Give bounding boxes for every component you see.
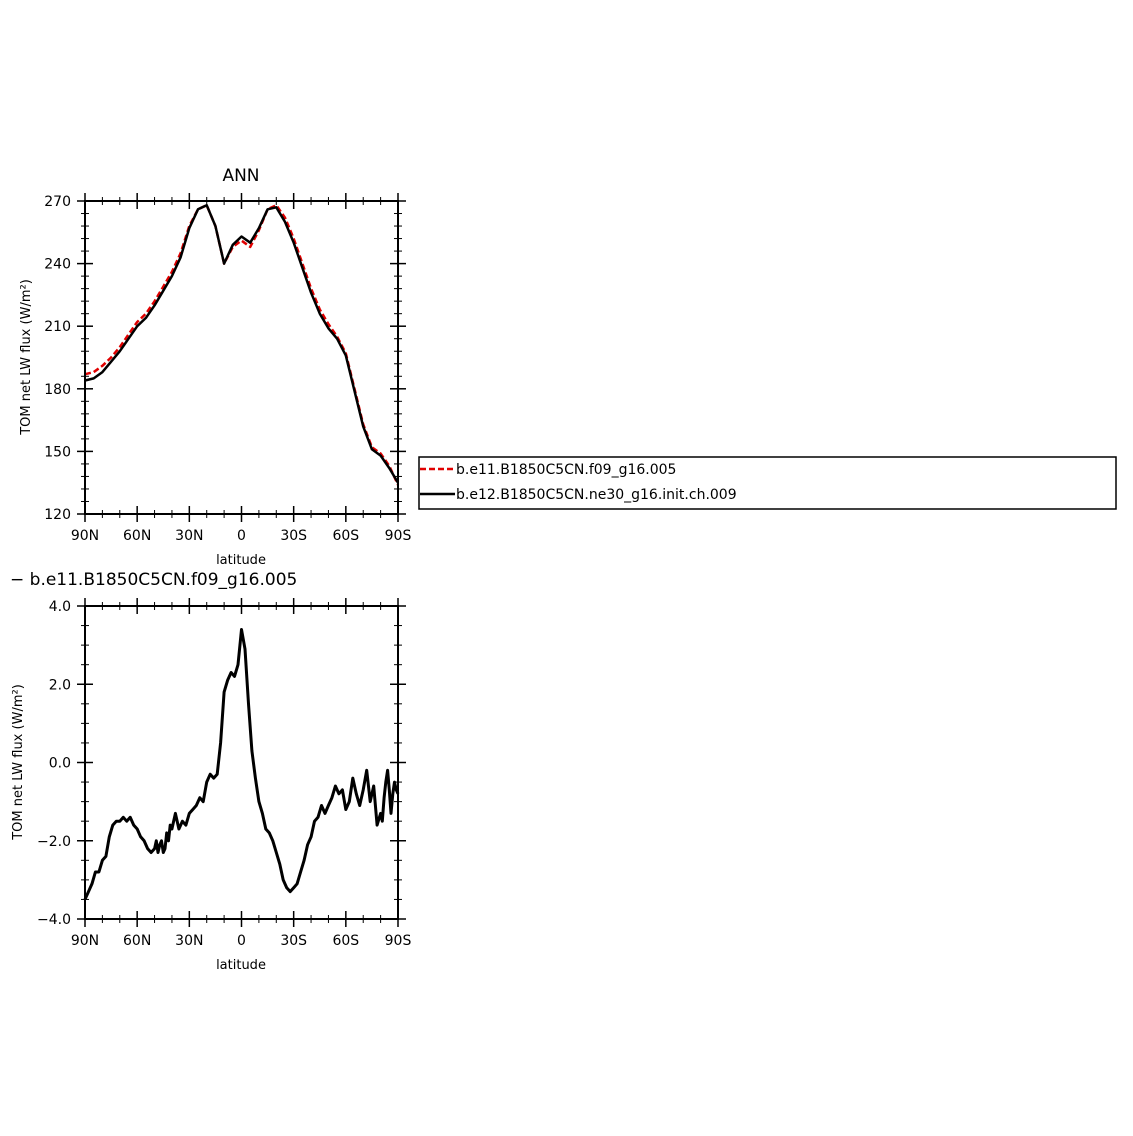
top-y-axis-label: TOM net LW flux (W/m²)	[19, 279, 34, 436]
top-panel-title: ANN	[222, 166, 259, 186]
top-series-lines	[84, 203, 400, 486]
top-x-tick-label: 30N	[175, 528, 203, 544]
panel-top: ANN 90N 60N 30N 0 30S 60S 90S 120 150 180 210 240 27…	[19, 166, 411, 568]
bottom-x-tick-label: 90N	[71, 933, 99, 949]
bottom-x-tick-label: 30S	[280, 933, 307, 949]
top-series-line-0	[84, 203, 400, 486]
top-x-tick-label: 0	[237, 528, 246, 544]
bottom-x-tick-label: 90S	[385, 933, 412, 949]
top-y-tick-label: 210	[44, 319, 71, 335]
top-series-line-1	[84, 203, 400, 484]
bottom-y-tick-label: 4.0	[49, 599, 71, 615]
top-plot-frame	[84, 200, 399, 515]
bottom-plot-frame	[84, 605, 399, 920]
top-axis-ticks: 90N 60N 30N 0 30S 60S 90S 120 150 180 210 240 270	[44, 193, 411, 544]
bottom-series-line-0	[83, 628, 400, 901]
top-x-tick-label: 90S	[385, 528, 412, 544]
bottom-x-tick-label: 30N	[175, 933, 203, 949]
bottom-x-axis-label: latitude	[216, 958, 266, 973]
top-x-tick-label: 60S	[332, 528, 359, 544]
bottom-y-axis-label: TOM net LW flux (W/m²)	[11, 684, 26, 841]
panel-bottom: − b.e11.B1850C5CN.f09_g16.005 90N 60N 30N 0…	[10, 570, 411, 973]
bottom-y-tick-label: −2.0	[37, 834, 71, 850]
top-y-tick-label: 270	[44, 194, 71, 210]
bottom-y-tick-label: −4.0	[37, 912, 71, 928]
bottom-x-tick-label: 60S	[332, 933, 359, 949]
bottom-axis-ticks: 90N 60N 30N 0 30S 60S 90S −4.0 −2.0 0.0 2.0 4.0	[37, 598, 411, 949]
top-x-tick-label: 30S	[280, 528, 307, 544]
top-y-tick-label: 180	[44, 382, 71, 398]
top-y-tick-label: 240	[44, 257, 71, 273]
top-x-axis-label: latitude	[216, 553, 266, 568]
bottom-y-tick-label: 0.0	[49, 756, 71, 772]
legend-box	[418, 456, 1117, 510]
top-y-tick-label: 120	[44, 507, 71, 523]
legend-label-1: b.e12.B1850C5CN.ne30_g16.init.ch.009	[456, 487, 737, 503]
bottom-y-tick-label: 2.0	[49, 677, 71, 693]
top-x-tick-label: 90N	[71, 528, 99, 544]
legend-label-0: b.e11.B1850C5CN.f09_g16.005	[456, 462, 676, 478]
top-x-tick-label: 60N	[123, 528, 151, 544]
bottom-panel-title: − b.e11.B1850C5CN.f09_g16.005	[10, 570, 297, 590]
legend: b.e11.B1850C5CN.f09_g16.005 b.e12.B1850C…	[418, 456, 1117, 510]
top-y-tick-label: 150	[44, 444, 71, 460]
bottom-x-tick-label: 60N	[123, 933, 151, 949]
bottom-x-tick-label: 0	[237, 933, 246, 949]
bottom-series-lines	[83, 628, 400, 901]
